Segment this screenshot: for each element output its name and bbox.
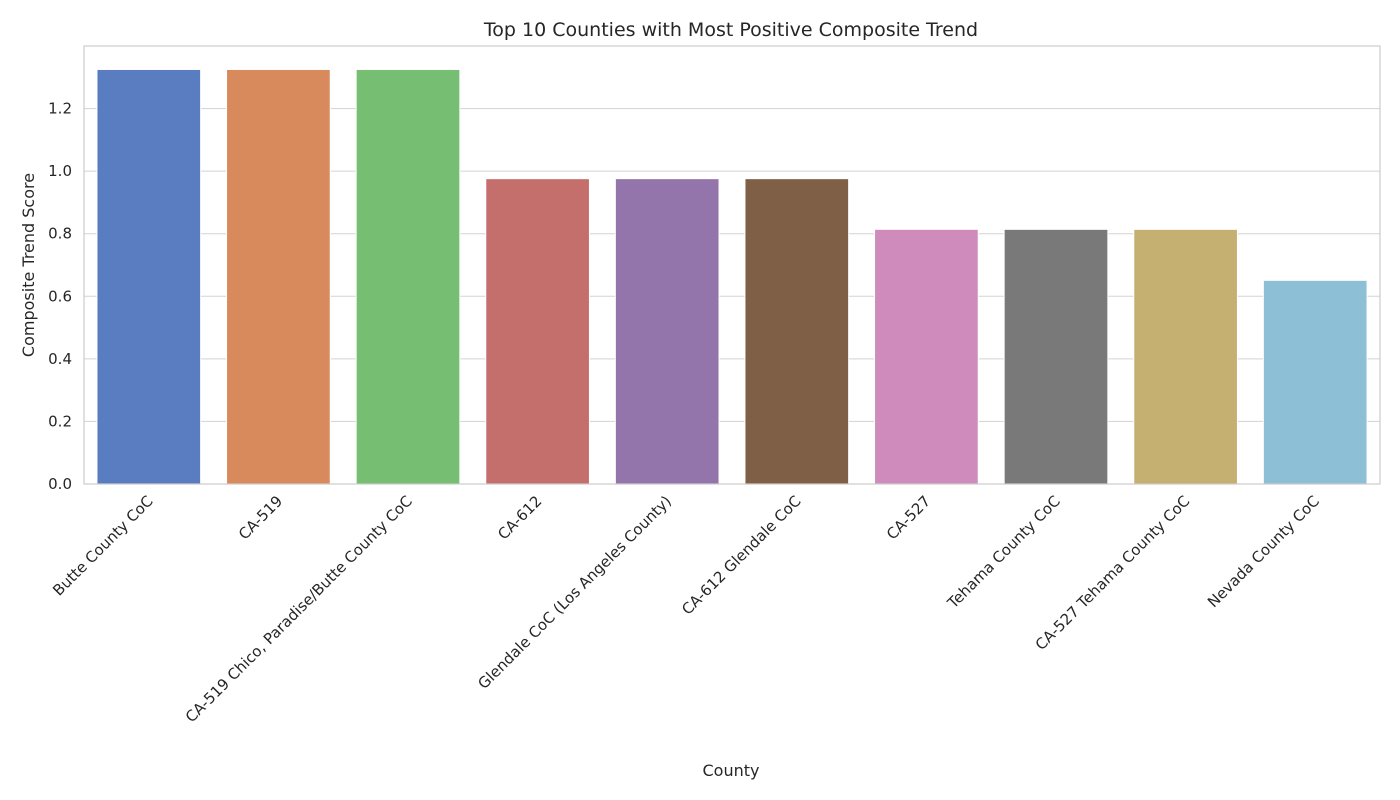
bars bbox=[96, 68, 1368, 485]
chart-title: Top 10 Counties with Most Positive Compo… bbox=[483, 19, 978, 41]
y-tick-label: 0.2 bbox=[48, 412, 72, 430]
bar bbox=[226, 68, 331, 485]
bar bbox=[874, 228, 979, 485]
bar bbox=[614, 178, 720, 485]
bar bbox=[96, 68, 202, 485]
y-tick-label: 0.6 bbox=[48, 287, 72, 305]
y-axis-label: Composite Trend Score bbox=[19, 173, 38, 357]
y-tick-label: 0.8 bbox=[48, 225, 72, 243]
y-tick-labels: 0.0 0.2 0.4 0.6 0.8 1.0 1.2 bbox=[48, 100, 72, 493]
bar bbox=[1133, 228, 1238, 485]
y-tick-label: 1.2 bbox=[48, 100, 72, 118]
bar bbox=[1003, 228, 1109, 485]
x-axis-label: County bbox=[703, 761, 760, 780]
bar bbox=[1262, 279, 1368, 485]
y-tick-label: 0.0 bbox=[48, 475, 72, 493]
bar bbox=[355, 68, 461, 485]
y-tick-label: 1.0 bbox=[48, 162, 72, 180]
plot-frame bbox=[83, 45, 1381, 485]
y-tick-label: 0.4 bbox=[48, 350, 72, 368]
bar bbox=[744, 178, 850, 485]
bar bbox=[485, 178, 590, 485]
